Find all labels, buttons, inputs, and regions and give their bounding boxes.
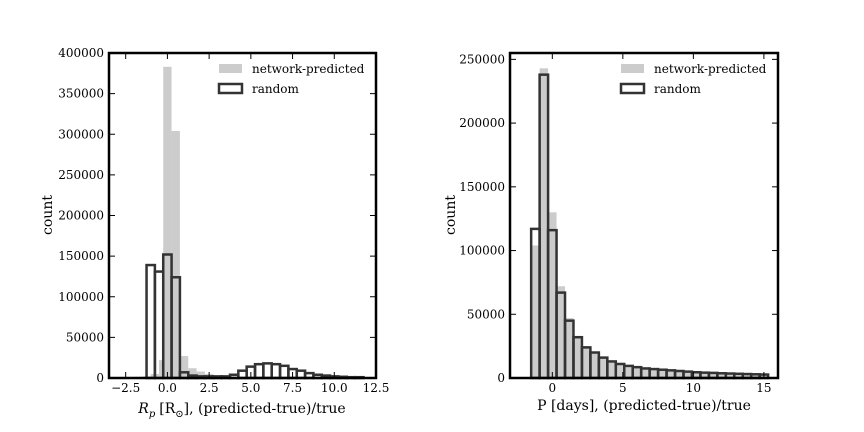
bar-network-predicted-5 xyxy=(163,66,172,378)
xtick-label-4: 7.5 xyxy=(283,381,302,395)
legend-label-random: random xyxy=(252,82,300,96)
xtick-label-1: 0.0 xyxy=(158,381,177,395)
series-network-predicted xyxy=(531,68,769,378)
bar-network-predicted-14 xyxy=(649,369,659,378)
ytick-label-2: 100000 xyxy=(459,244,505,258)
ytick-label-0: 0 xyxy=(497,371,505,385)
ytick-label-3: 150000 xyxy=(58,249,104,263)
bar-network-predicted-15 xyxy=(658,369,667,378)
bar-network-predicted-4 xyxy=(565,318,574,378)
ytick-label-8: 400000 xyxy=(58,46,104,60)
xtick-label-0: 0 xyxy=(548,381,556,395)
bar-network-predicted-7 xyxy=(590,352,599,378)
right-xlabel: P [days], (predicted-true)/true xyxy=(537,398,751,414)
bar-network-predicted-25 xyxy=(742,374,752,378)
bar-network-predicted-12 xyxy=(632,366,642,378)
right-ylabel: count xyxy=(443,195,459,235)
bar-random-13 xyxy=(253,362,265,380)
bar-network-predicted-13 xyxy=(641,367,650,378)
left-ylabel: count xyxy=(40,195,56,235)
bar-network-predicted-20 xyxy=(700,372,709,378)
bar-network-predicted-3 xyxy=(556,286,566,378)
bar-network-predicted-16 xyxy=(666,370,676,378)
ytick-label-6: 300000 xyxy=(58,127,104,141)
bar-network-predicted-10 xyxy=(615,363,625,378)
xtick-label-3: 5.0 xyxy=(241,381,260,395)
bar-random-16 xyxy=(278,364,290,380)
ytick-label-1: 50000 xyxy=(66,330,104,344)
bar-network-predicted-23 xyxy=(725,373,735,378)
ytick-label-2: 100000 xyxy=(58,290,104,304)
bar-network-predicted-17 xyxy=(675,370,684,378)
legend-label-network-predicted: network-predicted xyxy=(654,62,767,76)
left-xlabel: Rp [R⊙], (predicted-true)/true xyxy=(137,401,345,420)
xtick-label-6: 12.5 xyxy=(363,381,390,395)
xtick-label-5: 10.0 xyxy=(321,381,348,395)
ytick-label-4: 200000 xyxy=(459,116,505,130)
bar-network-predicted-8 xyxy=(188,368,197,378)
legend-0: network-predicted random xyxy=(217,62,365,96)
bar-network-predicted-6 xyxy=(171,131,180,378)
ytick-label-4: 200000 xyxy=(58,209,104,223)
ytick-label-0: 0 xyxy=(96,371,104,385)
xtick-label-2: 10 xyxy=(686,381,701,395)
bar-network-predicted-24 xyxy=(734,373,743,378)
bar-network-predicted-19 xyxy=(691,372,701,378)
ytick-label-7: 350000 xyxy=(58,87,104,101)
legend-swatch-random xyxy=(619,82,646,95)
plot-area-0 xyxy=(125,66,365,380)
bar-network-predicted-0 xyxy=(531,245,540,378)
bar-network-predicted-21 xyxy=(708,372,718,378)
ytick-label-3: 150000 xyxy=(459,180,505,194)
axes-frame-1 xyxy=(508,51,780,380)
legend-1: network-predicted random xyxy=(619,62,767,96)
bar-network-predicted-8 xyxy=(598,357,608,378)
bar-network-predicted-18 xyxy=(683,371,692,378)
bar-network-predicted-5 xyxy=(573,335,582,378)
bar-network-predicted-2 xyxy=(548,212,557,378)
legend-label-random: random xyxy=(654,82,702,96)
bar-network-predicted-22 xyxy=(717,373,726,378)
xtick-label-1: 5 xyxy=(619,381,627,395)
bar-network-predicted-11 xyxy=(624,365,633,378)
xtick-label-0: −2.5 xyxy=(111,381,140,395)
bar-network-predicted-26 xyxy=(751,374,760,378)
chart-left-rp-residuals: count Rp [R⊙], (predicted-true)/true −2.5… xyxy=(40,46,389,420)
legend-label-network-predicted: network-predicted xyxy=(252,62,365,76)
ytick-label-5: 250000 xyxy=(459,52,505,66)
bar-network-predicted-7 xyxy=(179,356,189,378)
chart-right-period-residuals: count P [days], (predicted-true)/true 0 5… xyxy=(443,51,780,414)
bar-network-predicted-9 xyxy=(196,371,205,378)
plot-area-1 xyxy=(529,68,770,380)
series-network-predicted xyxy=(125,66,289,378)
xtick-label-3: 15 xyxy=(756,381,771,395)
bar-network-predicted-1 xyxy=(539,68,549,378)
bar-network-predicted-6 xyxy=(581,346,591,378)
legend-swatch-network-predicted xyxy=(621,64,644,73)
ytick-label-5: 250000 xyxy=(58,168,104,182)
bar-random-0 xyxy=(145,263,157,380)
legend-swatch-network-predicted xyxy=(219,64,242,73)
ytick-label-1: 50000 xyxy=(467,307,505,321)
axes-frame-0 xyxy=(107,51,378,380)
bar-random-14 xyxy=(262,362,273,380)
xtick-label-2: 2.5 xyxy=(200,381,219,395)
legend-swatch-random xyxy=(217,82,244,95)
bar-random-15 xyxy=(270,362,282,380)
bar-network-predicted-9 xyxy=(607,361,616,378)
